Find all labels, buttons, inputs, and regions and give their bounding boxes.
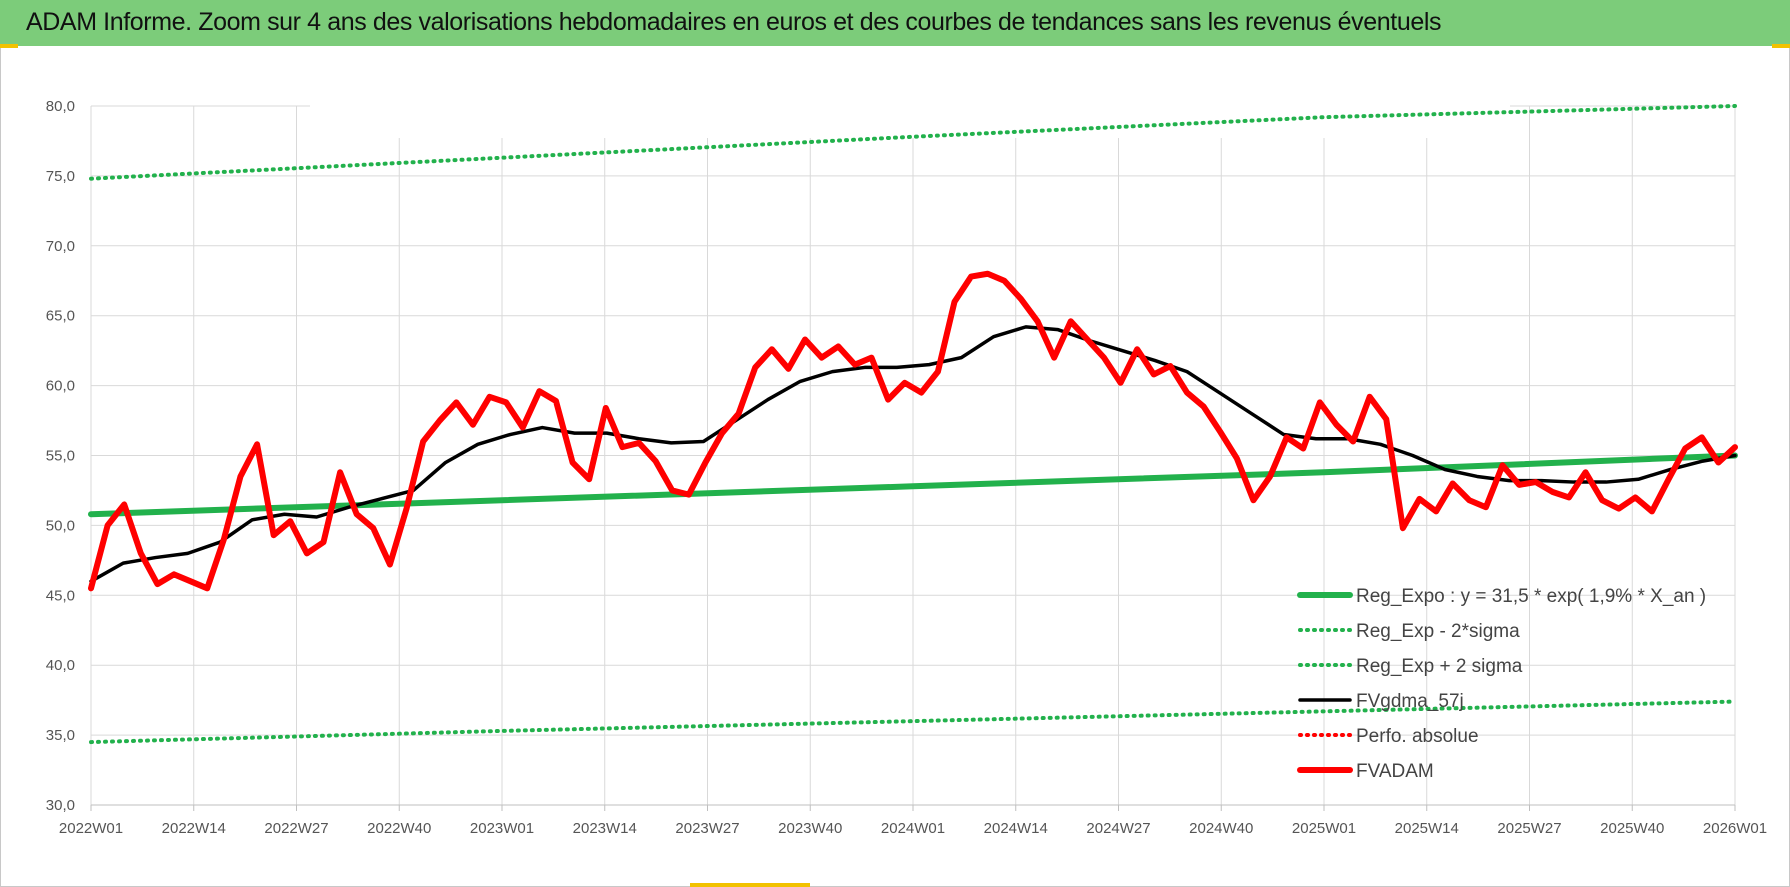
x-tick-label: 2023W01 <box>470 820 534 837</box>
y-tick-label: 75,0 <box>46 168 75 185</box>
x-tick-label: 2026W01 <box>1703 820 1767 837</box>
x-tick-label: 2022W27 <box>264 820 328 837</box>
y-tick-label: 40,0 <box>46 657 75 674</box>
y-tick-label: 60,0 <box>46 378 75 395</box>
y-tick-label: 65,0 <box>46 308 75 325</box>
x-tick-label: 2025W14 <box>1395 820 1459 837</box>
legend-label: Reg_Expo : y = 31,5 * exp( 1,9% * X_an ) <box>1356 586 1706 607</box>
y-tick-label: 70,0 <box>46 238 75 255</box>
header-accent-left <box>0 44 18 48</box>
legend-label: Reg_Exp - 2*sigma <box>1356 621 1520 642</box>
y-tick-label: 55,0 <box>46 448 75 465</box>
legend-label: FVADAM <box>1356 761 1434 782</box>
x-tick-label: 2025W40 <box>1600 820 1664 837</box>
header-accent-right <box>1772 44 1790 48</box>
y-tick-label: 45,0 <box>46 587 75 604</box>
y-tick-label: 80,0 <box>46 98 75 115</box>
chart-axes: 30,0 35,0 40,0 45,0 50,0 55,0 60,0 65,0 70,0 75,0… <box>46 98 1767 837</box>
x-tick-label: 2022W14 <box>162 820 226 837</box>
y-tick-label: 35,0 <box>46 727 75 744</box>
y-tick-label: 50,0 <box>46 517 75 534</box>
x-tick-label: 2025W27 <box>1497 820 1561 837</box>
title-plate <box>272 66 1520 102</box>
legend-label: Perfo. absolue <box>1356 726 1479 747</box>
y-tick-label: 30,0 <box>46 797 75 814</box>
series-line-reg-exp-2-sigma <box>89 104 1737 181</box>
bottom-accent <box>690 883 810 887</box>
x-tick-label: 2022W40 <box>367 820 431 837</box>
x-tick-label: 2025W01 <box>1292 820 1356 837</box>
x-tick-label: 2023W14 <box>573 820 637 837</box>
x-tick-label: 2022W01 <box>59 820 123 837</box>
x-tick-label: 2024W27 <box>1086 820 1150 837</box>
x-tick-label: 2023W27 <box>675 820 739 837</box>
series-line-fvgdma-57j <box>89 325 1737 584</box>
series-line-reg-exp-2-sigma <box>89 699 1737 745</box>
report-title: ADAM Informe. Zoom sur 4 ans des valoris… <box>26 8 1442 36</box>
x-tick-label: 2023W40 <box>778 820 842 837</box>
series-line-fvadam <box>88 270 1738 592</box>
x-tick-label: 2024W14 <box>984 820 1048 837</box>
x-tick-label: 2024W01 <box>881 820 945 837</box>
chart-legend: Reg_Expo : y = 31,5 * exp( 1,9% * X_an )… <box>1297 586 1706 782</box>
legend-label: FVgdma_57j <box>1356 691 1464 712</box>
chart-grid <box>90 105 1736 806</box>
chart-series <box>88 66 1738 745</box>
report-header: ADAM Informe. Zoom sur 4 ans des valoris… <box>0 0 1790 46</box>
subtitle-plate <box>310 102 1510 138</box>
x-tick-label: 2024W40 <box>1189 820 1253 837</box>
legend-label: Reg_Exp + 2 sigma <box>1356 656 1523 677</box>
series-line-reg-expo-y-31-5-exp-1-9-x-an <box>88 452 1738 518</box>
